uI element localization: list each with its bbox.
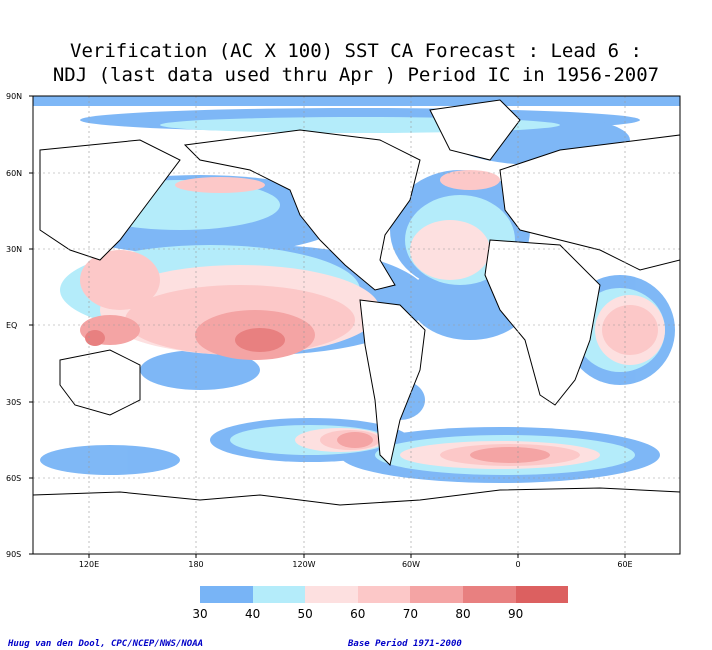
legend-label-80: 80 xyxy=(455,607,471,621)
lat-label-30n: 30N xyxy=(6,245,23,254)
lat-label-30s: 30S xyxy=(6,398,22,407)
legend-label-40: 40 xyxy=(244,607,261,621)
legend-label-60: 60 xyxy=(350,607,366,621)
legend-label-50: 50 xyxy=(297,607,313,621)
lat-label-90n: 90N xyxy=(6,92,23,101)
base-period: Base Period 1971-2000 xyxy=(348,639,462,649)
lat-label-90s: 90S xyxy=(6,550,22,559)
legend-swatch-4 xyxy=(357,586,411,603)
legend-label-90: 90 xyxy=(507,607,524,621)
lon-label-60e: 60E xyxy=(617,560,633,569)
lon-label-120w: 120W xyxy=(292,560,316,569)
legend-label-30: 30 xyxy=(192,607,208,621)
legend-swatch-1 xyxy=(200,586,253,603)
credit-author: Huug van den Dool, CPC/NCEP/NWS/NOAA xyxy=(8,639,204,649)
legend-swatch-2 xyxy=(252,586,306,603)
lon-label-60w: 60W xyxy=(401,560,421,569)
lon-label-120e: 120E xyxy=(78,560,100,569)
lat-label-60n: 60N xyxy=(6,169,23,178)
lon-label-180: 180 xyxy=(188,560,204,569)
legend-label-70: 70 xyxy=(402,607,419,621)
legend-swatch-6 xyxy=(463,586,516,603)
legend-swatch-5 xyxy=(410,586,463,603)
lat-label-60s: 60S xyxy=(6,474,22,483)
lat-label-eq: EQ xyxy=(6,321,18,330)
map-title-line-1: Verification (AC X 100) SST CA Forecast … xyxy=(70,40,642,62)
legend-swatch-3 xyxy=(305,586,358,603)
graticule xyxy=(33,96,680,554)
lon-label-0: 0 xyxy=(515,560,521,569)
legend-swatch-7 xyxy=(515,586,569,603)
skill-shading-80-90 xyxy=(85,328,285,352)
map-title-line-2: NDJ (last data used thru Apr ) Period IC… xyxy=(52,64,660,86)
axis-ticks xyxy=(29,95,626,558)
